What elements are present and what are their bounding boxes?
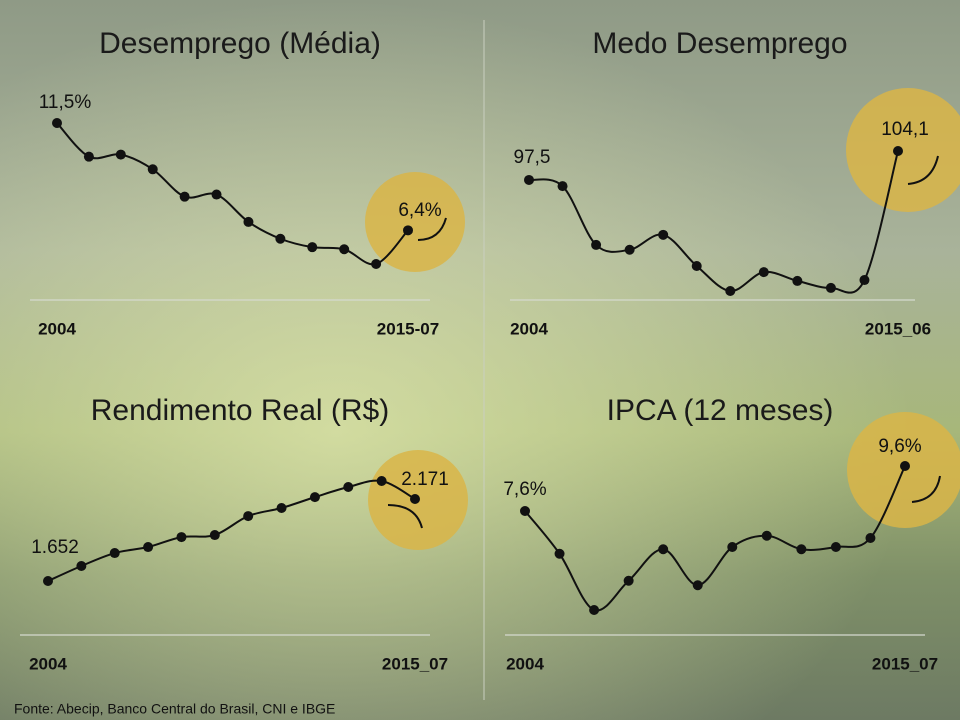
trend-arrow — [387, 504, 423, 529]
data-point — [109, 548, 120, 559]
data-point — [658, 229, 669, 240]
data-point — [243, 511, 254, 522]
data-point — [758, 267, 769, 278]
x-tick-label: 2004 — [510, 319, 548, 338]
data-point — [859, 275, 870, 286]
line-chart: Medo Desemprego 2004 2015_06 97,5 104,1 — [510, 27, 960, 338]
data-point — [371, 259, 382, 269]
data-point — [275, 233, 286, 244]
data-point — [830, 542, 841, 552]
data-point — [761, 530, 772, 541]
data-point — [376, 476, 387, 486]
data-point — [893, 146, 903, 156]
trend-arrow — [417, 217, 447, 241]
data-point — [624, 244, 635, 255]
series-line — [524, 465, 906, 612]
x-tick-label: 2004 — [29, 654, 67, 673]
data-point — [554, 548, 565, 559]
trend-arrow — [911, 475, 941, 503]
data-point — [307, 242, 318, 253]
data-point — [176, 532, 187, 543]
trend-arrow — [907, 155, 939, 185]
data-point — [591, 239, 602, 250]
source: Fonte: Abecip, Banco Central do Brasil, … — [14, 701, 335, 717]
value-label: 97,5 — [514, 147, 551, 168]
data-point — [147, 164, 158, 175]
data-point — [727, 542, 738, 552]
data-point — [692, 580, 703, 591]
data-point — [410, 494, 420, 505]
data-point — [76, 560, 87, 571]
data-point — [691, 260, 702, 271]
data-point — [524, 174, 534, 185]
data-point — [725, 286, 736, 296]
value-label: 11,5% — [39, 92, 92, 113]
x-tick-label: 2004 — [38, 319, 76, 338]
data-point — [658, 544, 669, 555]
x-tick-label: 2015_06 — [865, 319, 931, 338]
value-label: 9,6% — [878, 436, 921, 457]
value-label: 1.652 — [31, 537, 79, 558]
value-label: 2.171 — [401, 469, 449, 490]
x-tick-label: 2015-07 — [377, 319, 439, 338]
data-point — [83, 151, 94, 162]
value-label: 7,6% — [503, 479, 546, 500]
data-point — [179, 191, 190, 202]
data-point — [339, 244, 350, 255]
value-label: 6,4% — [398, 200, 441, 221]
chart-title: Desemprego (Média) — [99, 27, 381, 60]
data-point — [796, 544, 807, 555]
line-chart: IPCA (12 meses) 2004 2015_07 7,6% 9,6% — [503, 394, 960, 673]
data-point — [309, 492, 320, 503]
data-point — [209, 530, 220, 541]
x-tick-label: 2004 — [506, 654, 544, 673]
data-point — [43, 576, 53, 586]
data-point — [343, 482, 354, 493]
data-point — [589, 605, 600, 615]
data-point — [520, 506, 530, 516]
data-point — [557, 181, 568, 192]
chart-title: Medo Desemprego — [592, 27, 847, 60]
data-point — [276, 503, 287, 514]
data-point — [143, 542, 154, 553]
chart-title: IPCA (12 meses) — [607, 394, 834, 427]
data-point — [403, 225, 413, 236]
x-tick-label: 2015_07 — [872, 654, 938, 673]
data-point — [865, 533, 876, 543]
line-chart: Desemprego (Média) 2004 2015-07 11,5% 6,4% — [30, 27, 465, 338]
x-tick-label: 2015_07 — [382, 654, 448, 673]
highlight — [846, 88, 960, 212]
data-point — [900, 461, 910, 471]
data-point — [211, 189, 222, 200]
value-label: 104,1 — [881, 119, 929, 140]
chart-title: Rendimento Real (R$) — [91, 394, 389, 427]
data-point — [825, 282, 836, 293]
data-point — [623, 575, 634, 586]
data-point — [243, 216, 254, 227]
data-point — [792, 275, 803, 286]
highlight — [365, 172, 465, 272]
charts: Desemprego (Média) 2004 2015-07 11,5% 6,4% Me… — [20, 27, 960, 673]
data-point — [115, 149, 126, 160]
line-chart: Rendimento Real (R$) 2004 2015_07 1.652 2.17… — [20, 394, 468, 673]
data-point — [52, 118, 62, 128]
